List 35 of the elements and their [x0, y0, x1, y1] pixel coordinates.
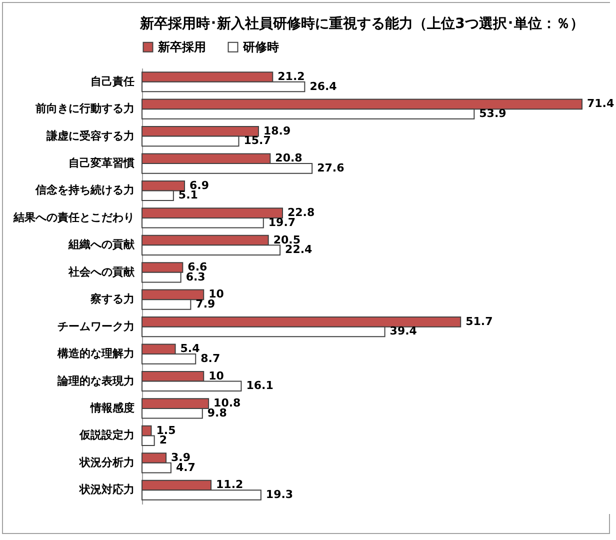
y-tick-label: 状況分析力: [78, 456, 134, 469]
data-label: 39.4: [390, 324, 418, 338]
y-tick-label: 自己責任: [90, 74, 134, 88]
y-tick-label: 論理的な表現力: [56, 374, 134, 388]
y-tick-label: 前向きに行動する力: [34, 102, 134, 116]
data-label: 5.4: [180, 342, 200, 356]
data-label: 53.9: [479, 106, 506, 120]
y-tick-label: 謙虚に受容する力: [46, 129, 134, 142]
data-label: 51.7: [466, 314, 493, 328]
y-tick-label: チームワーク力: [58, 320, 134, 333]
data-label: 71.4: [587, 97, 614, 110]
legend-label: 新卒採用: [157, 40, 206, 54]
data-label: 20.8: [275, 152, 302, 165]
data-label: 27.6: [317, 161, 345, 174]
y-tick-label: 信念を持ち続ける力: [34, 184, 134, 197]
legend-label: 研修時: [242, 40, 279, 54]
chart-title: 新卒採用時･新入社員研修時に重視する能力（上位3つ選択･単位：％）: [139, 15, 584, 32]
data-label: 21.2: [278, 70, 305, 83]
y-tick-label: 構造的な理解力: [56, 347, 134, 360]
y-tick-label: 状況対応力: [78, 483, 134, 496]
y-tick-label: 結果への責任とこだわり: [12, 210, 134, 224]
data-label: 10: [208, 369, 224, 382]
y-tick-label: 情報感度: [90, 401, 134, 414]
y-tick-label: 自己変革習慣: [68, 156, 134, 170]
data-label: 16.1: [246, 379, 274, 392]
data-label: 26.4: [310, 80, 338, 93]
y-tick-label: 社会への貢献: [68, 265, 136, 278]
data-label: 8.7: [200, 352, 220, 365]
data-label: 11.2: [216, 478, 244, 492]
y-tick-label: 仮説設定力: [78, 428, 134, 442]
y-tick-label: 組織への貢献: [68, 238, 136, 252]
data-label: 9.8: [207, 406, 227, 420]
data-label: 7.9: [196, 298, 216, 311]
y-tick-label: 察する力: [90, 292, 134, 306]
data-label: 19.3: [266, 488, 294, 502]
